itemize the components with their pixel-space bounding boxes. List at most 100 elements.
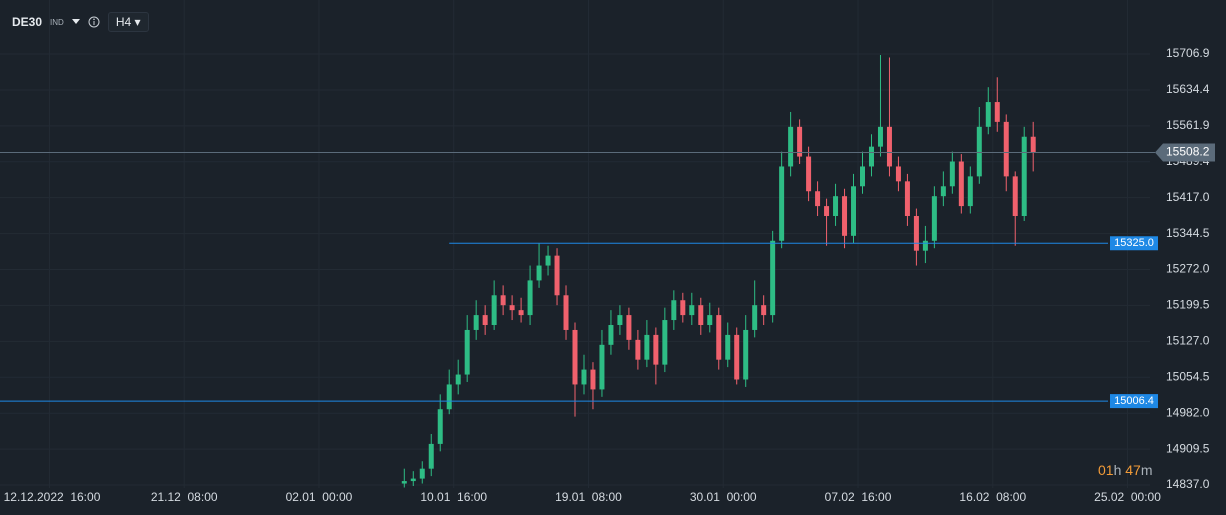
y-tick-label: 15054.5 (1166, 369, 1210, 383)
candle-body (545, 255, 551, 266)
x-tick-label: 12.12.2022 16:00 (4, 490, 101, 504)
candle-body (590, 369, 596, 390)
candle-body (734, 334, 740, 380)
candle-body (401, 481, 407, 484)
candle-body (868, 146, 874, 167)
timer-hours: 01 (1098, 462, 1114, 478)
y-tick-label: 15344.5 (1166, 226, 1210, 240)
candle-body (860, 166, 865, 187)
price-label: 15325.0 (1114, 237, 1154, 249)
candle-body (680, 300, 686, 316)
candle-body (743, 329, 749, 380)
candle-body (626, 315, 632, 340)
x-tick-label: 30.01 00:00 (690, 490, 757, 504)
candle-body (1003, 121, 1009, 177)
candle-body (779, 166, 785, 241)
y-tick-label: 14909.5 (1166, 441, 1210, 455)
candle-body (806, 156, 812, 192)
candle-body (455, 374, 461, 385)
candle-body (410, 478, 416, 482)
candle-body (931, 196, 937, 241)
candle-body (662, 320, 668, 365)
candle-body (1030, 136, 1036, 153)
price-label-box (1155, 143, 1215, 162)
y-tick-label: 15272.0 (1166, 262, 1210, 276)
timer-h: h (1113, 462, 1122, 478)
candle-body (967, 176, 973, 207)
candle-body (518, 310, 524, 316)
candle-body (913, 216, 919, 251)
candle-body (985, 102, 991, 127)
dropdown-icon[interactable] (71, 19, 80, 25)
candle-body (842, 196, 848, 236)
price-label: 15006.4 (1114, 395, 1154, 407)
candle-body (994, 102, 1000, 122)
candle-body (446, 384, 452, 410)
candle-body (509, 305, 515, 311)
candle-body (833, 196, 839, 217)
x-tick-label: 10.01 16:00 (420, 490, 487, 504)
y-tick-label: 15417.0 (1166, 190, 1210, 204)
candle-body (1012, 176, 1018, 217)
y-tick-label: 15199.5 (1166, 298, 1210, 312)
candle-body (689, 305, 695, 316)
x-tick-label: 07.02 16:00 (825, 490, 892, 504)
candle-body (904, 181, 910, 217)
candle-body (500, 295, 506, 306)
candle-body (940, 186, 946, 197)
candle-body (419, 468, 425, 479)
candle-body (922, 240, 928, 251)
candle-body (428, 443, 434, 469)
price-label: 15508.2 (1166, 145, 1210, 159)
candle-body (752, 305, 758, 330)
candle-body (1021, 136, 1027, 217)
candle-body (958, 161, 964, 207)
candle-body (473, 315, 479, 330)
candle-body (536, 265, 542, 281)
candle-body (949, 161, 955, 187)
symbol[interactable]: DE30 (12, 15, 43, 29)
candle-body (851, 186, 857, 236)
candle-body (563, 295, 569, 330)
candle-body (644, 334, 650, 360)
candle-body (707, 315, 713, 326)
candle-body (572, 329, 578, 385)
candle-body (653, 334, 659, 365)
candle-body (770, 240, 776, 316)
price-label-box (1110, 394, 1158, 409)
y-tick-label: 15127.0 (1166, 334, 1210, 348)
candle-body (491, 295, 497, 326)
candle-body (797, 126, 803, 157)
candle-timer: 01h 47m (1098, 462, 1153, 478)
toolbar: DE30 IND H4 ▾ (12, 12, 149, 32)
y-tick-label: 15706.9 (1166, 46, 1210, 60)
candle-body (725, 334, 731, 360)
candle-body (815, 191, 821, 207)
y-tick-label: 15561.9 (1166, 118, 1210, 132)
candle-body (464, 329, 470, 375)
candle-body (482, 315, 488, 326)
x-tick-label: 21.12 08:00 (151, 490, 218, 504)
candle-body (886, 126, 892, 167)
candle-body (671, 300, 677, 321)
candle-body (554, 255, 560, 296)
candle-body (608, 325, 614, 345)
timeframe-select[interactable]: H4 ▾ (107, 12, 149, 32)
candle-body (581, 369, 587, 385)
y-tick-label: 15634.4 (1166, 82, 1210, 96)
candle-body (761, 305, 767, 316)
candle-body (976, 126, 982, 177)
candle-body (527, 280, 533, 316)
x-tick-label: 25.02 00:00 (1094, 490, 1161, 504)
timer-m: m (1140, 462, 1153, 478)
x-tick-label: 19.01 08:00 (555, 490, 622, 504)
candle-body (599, 344, 605, 390)
candle-body (635, 339, 641, 360)
info-icon[interactable] (88, 16, 100, 28)
candle-body (617, 315, 623, 326)
x-tick-label: 16.02 08:00 (959, 490, 1026, 504)
timeframe: H4 (115, 15, 132, 29)
candle-body (824, 206, 830, 217)
